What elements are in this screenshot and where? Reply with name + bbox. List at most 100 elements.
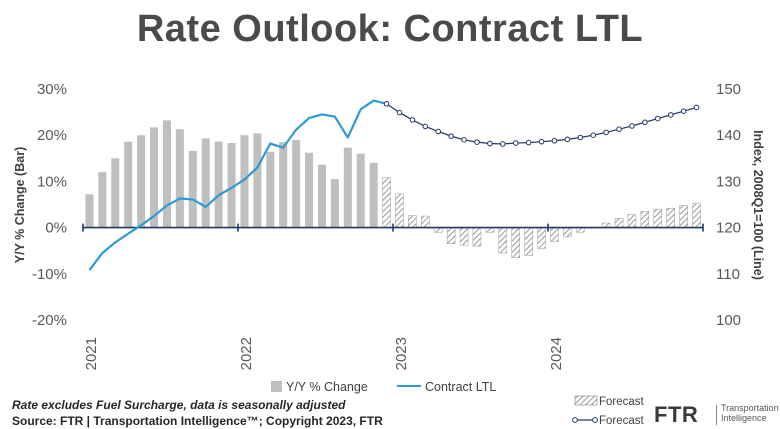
- forecast-point: [383, 100, 390, 107]
- forecast-point: [564, 136, 571, 143]
- forecast-marker: [572, 417, 578, 423]
- bar: [614, 218, 624, 228]
- forecast-bar-label: Forecast: [599, 396, 645, 408]
- forecast-point: [499, 141, 506, 147]
- bar: [253, 133, 262, 228]
- bar: [666, 207, 675, 228]
- bar: [498, 227, 508, 254]
- y-right-tick: 150: [716, 81, 741, 98]
- bar: [640, 211, 650, 228]
- bar: [408, 215, 417, 228]
- bar: [446, 227, 456, 245]
- forecast-bar-swatch: [574, 395, 598, 406]
- forecast-point: [654, 115, 661, 122]
- legend-line-label: Contract LTL: [425, 380, 496, 394]
- bar: [382, 177, 391, 228]
- bar: [356, 153, 365, 228]
- forecast-point: [422, 123, 429, 130]
- forecast-point: [512, 140, 519, 146]
- bar: [85, 194, 94, 228]
- bar-series: [85, 120, 701, 258]
- forecast-point: [642, 119, 648, 126]
- bar: [472, 227, 482, 247]
- legend: Y/Y % Change Contract LTL: [271, 380, 496, 394]
- bar: [201, 138, 210, 228]
- note-fuel-surcharge: Rate excludes Fuel Surcharge, data is se…: [12, 398, 346, 412]
- logo-divider: [716, 405, 717, 425]
- bar: [240, 135, 249, 228]
- forecast-point: [693, 104, 700, 111]
- forecast-point: [409, 117, 416, 123]
- y-right-tick: 110: [716, 266, 740, 283]
- y-left-tick: 0%: [45, 220, 67, 237]
- bar: [627, 214, 637, 228]
- bar: [679, 205, 688, 228]
- bar: [279, 142, 288, 228]
- y-left-tick: -20%: [32, 312, 67, 329]
- bar: [124, 141, 133, 228]
- forecast-point: [603, 129, 609, 136]
- forecast-point: [474, 139, 480, 145]
- bar: [550, 227, 559, 242]
- y-right-tick: 100: [716, 312, 741, 329]
- forecast-point: [590, 132, 597, 138]
- forecast-point: [551, 137, 558, 144]
- bar: [98, 172, 107, 228]
- logo-tagline-1: Transportation: [721, 403, 779, 413]
- x-tick: 2022: [238, 337, 255, 370]
- bar: [317, 164, 326, 228]
- bar: [692, 203, 701, 228]
- note-source: Source: FTR | Transportation Intelligenc…: [12, 414, 383, 428]
- forecast-point: [629, 123, 635, 129]
- bar: [305, 152, 314, 228]
- bar: [563, 227, 572, 238]
- ftr-logo: FTR: [654, 402, 699, 427]
- bar: [111, 158, 120, 228]
- bar: [266, 151, 275, 228]
- bar: [343, 147, 352, 228]
- line-actual: [88, 99, 387, 271]
- legend-bar-label: Y/Y % Change: [286, 380, 368, 394]
- logo-tagline-2: Intelligence: [721, 413, 767, 423]
- legend-bar-swatch: [271, 381, 282, 392]
- bar: [653, 208, 663, 228]
- bar: [137, 135, 146, 228]
- forecast-point: [448, 133, 454, 139]
- y-right-tick: 140: [716, 127, 741, 144]
- x-tick: 2024: [548, 337, 565, 370]
- chart-title: Rate Outlook: Contract LTL: [136, 8, 644, 50]
- y-right-tick: 130: [716, 173, 741, 190]
- forecast-point: [616, 126, 622, 132]
- bar: [421, 215, 430, 228]
- y-right-label: Index, 2008Q1=100 (Line): [751, 130, 765, 280]
- bar: [330, 179, 339, 228]
- bar: [188, 150, 197, 228]
- tick-labels: 30% 20% 10% 0% -10% -20% 150 140 130 120 110 100 202…: [32, 81, 741, 370]
- line-forecast: [386, 103, 697, 145]
- bar: [292, 139, 301, 228]
- forecast-point: [680, 108, 687, 114]
- bar: [537, 227, 546, 249]
- line-series: [88, 99, 700, 271]
- forecast-point: [461, 137, 467, 143]
- y-left-label: Y/Y % Change (Bar): [13, 147, 27, 263]
- y-left-tick: 30%: [37, 81, 67, 98]
- forecast-point: [396, 109, 403, 116]
- forecast-point: [487, 140, 493, 147]
- bar: [369, 162, 378, 228]
- bar: [150, 127, 159, 228]
- forecast-legend: Forecast Forecast: [572, 395, 645, 427]
- forecast-point: [435, 128, 442, 135]
- forecast-point: [525, 139, 532, 146]
- bar: [175, 129, 184, 228]
- forecast-point: [538, 138, 545, 145]
- axes: [82, 223, 704, 232]
- forecast-point: [667, 112, 674, 118]
- forecast-marker: [592, 417, 598, 423]
- logo-tagline: Transportation Intelligence: [721, 403, 779, 423]
- bar: [214, 141, 223, 228]
- forecast-line-label: Forecast: [599, 415, 645, 427]
- y-left-tick: -10%: [32, 266, 67, 283]
- x-tick: 2023: [393, 337, 410, 370]
